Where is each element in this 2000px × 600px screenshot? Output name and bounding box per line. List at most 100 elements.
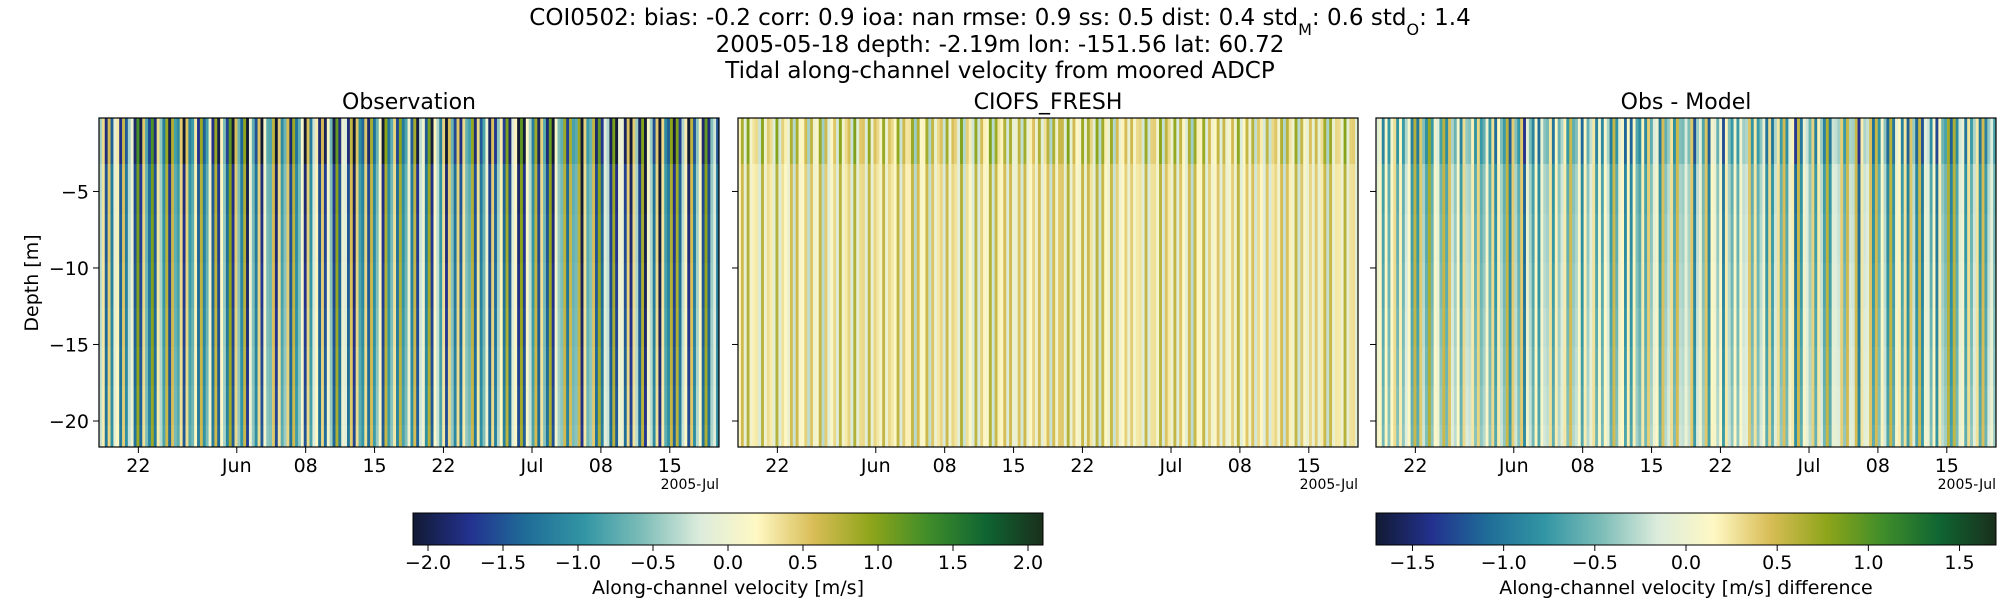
heatmap-cell (1797, 347, 1801, 386)
heatmap-cell (853, 347, 857, 386)
heatmap-cell (505, 118, 509, 164)
heatmap-cell (669, 308, 674, 347)
heatmap-cell (1095, 347, 1099, 386)
heatmap-cell (997, 263, 1001, 308)
heatmap-cell (113, 164, 117, 214)
heatmap-cell (1453, 214, 1458, 263)
heatmap-cell (1756, 308, 1760, 347)
heatmap-cell (983, 214, 987, 263)
heatmap-cell (810, 386, 814, 425)
heatmap-cell (1825, 308, 1830, 347)
heatmap-cell (951, 347, 955, 386)
heatmap-cell (635, 425, 639, 447)
heatmap-cell (1000, 118, 1004, 164)
heatmap-cell (1641, 118, 1645, 164)
heatmap-cell (1595, 425, 1599, 447)
heatmap-cell (1130, 425, 1134, 447)
heatmap-cell (321, 263, 325, 308)
heatmap-cell (1459, 386, 1463, 425)
heatmap-cell (133, 386, 137, 425)
heatmap-cell (1912, 164, 1916, 214)
heatmap-cell (1670, 347, 1674, 386)
heatmap-cell (505, 214, 509, 263)
heatmap-cell (315, 386, 319, 425)
heatmap-cell (1678, 118, 1683, 164)
heatmap-cell (234, 308, 238, 347)
heatmap-cell (1187, 386, 1192, 425)
heatmap-cell (560, 118, 564, 164)
x-tick-label: 08 (589, 455, 613, 477)
heatmap-cell (1531, 425, 1535, 447)
heatmap-cell (349, 386, 354, 425)
heatmap-cell (554, 164, 558, 214)
heatmap-cell (908, 263, 912, 308)
heatmap-cell (1566, 214, 1570, 263)
heatmap-cell (1419, 164, 1423, 214)
heatmap-cell (1161, 164, 1166, 214)
heatmap-cell (882, 347, 886, 386)
heatmap-cell (407, 347, 411, 386)
heatmap-cell (600, 118, 605, 164)
heatmap-cell (1609, 263, 1613, 308)
heatmap-cell (520, 386, 524, 425)
heatmap-cell (1900, 263, 1905, 308)
heatmap-cell (1563, 386, 1567, 425)
heatmap-cell (716, 308, 720, 347)
heatmap-cell (913, 214, 918, 263)
heatmap-cell (652, 164, 656, 214)
heatmap-cell (159, 347, 163, 386)
heatmap-cell (499, 386, 504, 425)
heatmap-cell (272, 263, 276, 308)
heatmap-cell (453, 164, 457, 214)
heatmap-cell (1736, 118, 1740, 164)
heatmap-cell (1618, 308, 1622, 347)
panel-model: CIOFS_FRESH 22 Jun 08 15 22 Jul 08 15 2005-Jul (732, 90, 1359, 493)
heatmap-cell (766, 347, 771, 386)
heatmap-cell (968, 164, 972, 214)
heatmap-cell (1724, 347, 1729, 386)
heatmap-cell (1543, 214, 1547, 263)
heatmap-cell (202, 263, 207, 308)
heatmap-cell (592, 308, 596, 347)
heatmap-cell (1670, 164, 1674, 214)
heatmap-cell (1459, 347, 1463, 386)
heatmap-cell (664, 118, 668, 164)
heatmap-cell (810, 425, 814, 447)
heatmap-cell (841, 347, 846, 386)
heatmap-cell (292, 347, 296, 386)
heatmap-cell (1291, 214, 1295, 263)
heatmap-cell (1274, 347, 1278, 386)
heatmap-cell (1187, 118, 1192, 164)
heatmap-cell (211, 425, 215, 447)
heatmap-cell (1294, 386, 1298, 425)
heatmap-cell (1413, 263, 1417, 308)
heatmap-cell (341, 164, 345, 214)
heatmap-cell (208, 425, 212, 447)
heatmap-cell (1219, 425, 1223, 447)
heatmap-cell (977, 263, 981, 308)
heatmap-cell (738, 386, 742, 425)
heatmap-cell (1208, 386, 1212, 425)
heatmap-cell (266, 118, 270, 164)
heatmap-cell (859, 308, 863, 347)
heatmap-cell (367, 425, 371, 447)
heatmap-cell (1006, 347, 1010, 386)
heatmap-cell (413, 164, 417, 214)
heatmap-cell (597, 214, 602, 263)
heatmap-cell (511, 164, 515, 214)
heatmap-cell (424, 425, 429, 447)
heatmap-cell (1035, 347, 1039, 386)
heatmap-cell (1346, 263, 1350, 308)
heatmap-cell (499, 425, 504, 447)
heatmap-cell (1629, 308, 1634, 347)
heatmap-cell (488, 347, 492, 386)
heatmap-cell (879, 118, 883, 164)
heatmap-cell (1124, 118, 1128, 164)
heatmap-cell (838, 118, 843, 164)
heatmap-cell (1416, 164, 1420, 214)
heatmap-cell (387, 347, 391, 386)
heatmap-cell (295, 118, 299, 164)
heatmap-cell (787, 118, 791, 164)
heatmap-cell (1453, 347, 1458, 386)
heatmap-cell (246, 386, 250, 425)
